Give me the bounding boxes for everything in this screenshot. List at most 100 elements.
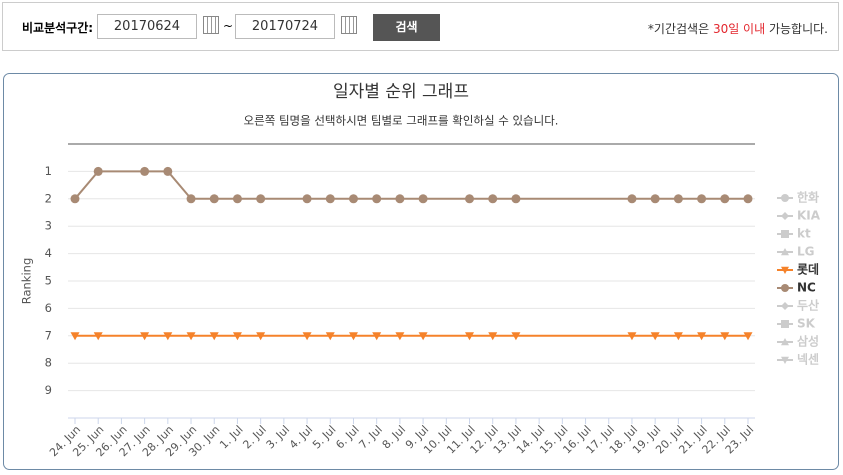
calendar-icon[interactable] <box>341 16 357 34</box>
legend-item[interactable]: 한화 <box>777 190 819 205</box>
notice-highlight: 30일 이내 <box>712 22 766 36</box>
point <box>743 194 753 204</box>
x-tick-label: 4. Jul <box>287 423 315 451</box>
point <box>720 332 730 341</box>
legend-marker <box>781 356 789 364</box>
y-tick-label: 4 <box>45 246 52 260</box>
point <box>93 166 103 176</box>
point <box>511 194 521 204</box>
legend-label: 삼성 <box>797 334 819 349</box>
notice: *기간검색은 30일 이내 가능합니다. <box>648 20 828 37</box>
chart-frame <box>3 73 839 470</box>
calendar-icon[interactable] <box>203 16 219 34</box>
legend-marker <box>781 302 789 310</box>
chart-subtitle: 오른쪽 팀명을 선택하시면 팀별로 그래프를 확인하실 수 있습니다. <box>244 114 559 128</box>
legend-marker <box>781 194 789 202</box>
legend-label: 두산 <box>797 298 819 313</box>
x-tick-label: 8. Jul <box>380 423 408 451</box>
point <box>418 194 428 204</box>
point <box>488 332 498 341</box>
point <box>325 332 335 341</box>
point <box>465 194 475 204</box>
legend-item[interactable]: LG <box>777 245 815 259</box>
chart-title: 일자별 순위 그래프 <box>333 82 469 102</box>
legend-item[interactable]: 넥센 <box>777 352 819 367</box>
legend-item[interactable]: 삼성 <box>777 334 819 349</box>
point <box>348 194 358 204</box>
point <box>302 332 312 341</box>
point <box>209 194 219 204</box>
y-tick-label: 6 <box>45 301 52 315</box>
point <box>697 332 707 341</box>
point <box>140 166 150 176</box>
legend-label: NC <box>797 281 816 295</box>
x-tick-label: 2. Jul <box>240 423 268 451</box>
point <box>395 332 405 341</box>
point <box>372 194 382 204</box>
x-tick-label: 7. Jul <box>356 423 384 451</box>
start-date[interactable]: 20170624 <box>97 14 197 39</box>
legend-marker <box>781 266 789 274</box>
point <box>465 332 475 341</box>
y-tick-label: 1 <box>45 164 52 178</box>
point <box>673 332 683 341</box>
point <box>256 332 266 341</box>
point <box>93 332 103 341</box>
legend-label: 넥센 <box>797 352 819 367</box>
point <box>325 194 335 204</box>
point <box>395 194 405 204</box>
legend-label: 롯데 <box>797 262 819 277</box>
point <box>348 332 358 341</box>
legend-label: LG <box>797 245 815 259</box>
legend-label: 한화 <box>797 190 819 205</box>
point <box>256 194 266 204</box>
legend-marker <box>781 230 789 238</box>
legend-item[interactable]: kt <box>777 227 811 241</box>
point <box>209 332 219 341</box>
point <box>163 166 173 176</box>
y-tick-label: 5 <box>45 274 52 288</box>
separator: ~ <box>223 19 234 33</box>
y-tick-label: 9 <box>45 383 52 397</box>
legend-marker <box>781 248 789 256</box>
point <box>627 194 637 204</box>
legend-item[interactable]: 두산 <box>777 298 819 313</box>
point <box>140 332 150 341</box>
y-axis-label: Ranking <box>20 258 34 305</box>
point <box>302 194 312 204</box>
legend-label: SK <box>797 317 816 331</box>
legend-item[interactable]: KIA <box>777 209 821 223</box>
notice-text: *기간검색은 <box>647 22 713 36</box>
point <box>697 194 707 204</box>
search-button[interactable]: 검색 <box>373 14 440 41</box>
notice-text: 가능합니다. <box>765 22 828 36</box>
legend-label: KIA <box>797 209 821 223</box>
legend-label: kt <box>797 227 811 241</box>
series-line <box>144 170 261 200</box>
point <box>650 194 660 204</box>
point <box>232 194 242 204</box>
point <box>186 332 196 341</box>
point <box>673 194 683 204</box>
legend-item[interactable]: NC <box>777 281 816 295</box>
legend-marker <box>781 284 789 292</box>
end-date[interactable]: 20170724 <box>235 14 335 39</box>
x-tick-label: 5. Jul <box>310 423 338 451</box>
legend-item[interactable]: 롯데 <box>777 262 819 277</box>
point <box>627 332 637 341</box>
x-tick-label: 6. Jul <box>333 423 361 451</box>
x-tick-label: 1. Jul <box>217 423 245 451</box>
legend-item[interactable]: SK <box>777 317 816 331</box>
period-label: 비교분석구간: <box>22 21 94 35</box>
point <box>186 194 196 204</box>
point <box>511 332 521 341</box>
point <box>720 194 730 204</box>
x-tick-label: 3. Jul <box>264 423 292 451</box>
y-tick-label: 3 <box>45 219 52 233</box>
point <box>232 332 242 341</box>
point <box>743 332 753 341</box>
point <box>372 332 382 341</box>
point <box>70 332 80 341</box>
y-tick-label: 2 <box>45 191 52 205</box>
